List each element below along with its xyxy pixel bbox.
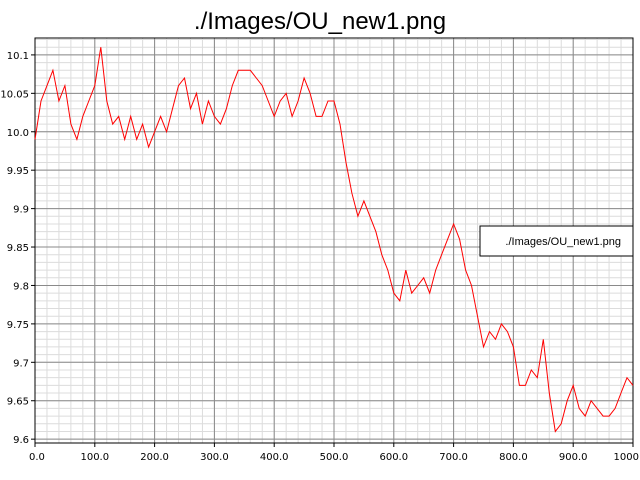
y-tick-label: 10.05 [0, 89, 29, 100]
x-tick-label: 1000 [614, 452, 639, 463]
y-tick-label: 9.75 [7, 320, 29, 331]
y-tick-label: 10.0 [7, 128, 29, 139]
legend-entry-label: ./Images/OU_new1.png [505, 236, 621, 248]
y-tick-label: 9.6 [13, 435, 29, 446]
x-tick-label: 800.0 [499, 452, 528, 463]
series-group [34, 47, 634, 433]
x-tick-label: 300.0 [200, 452, 229, 463]
y-tick-label: 9.65 [7, 397, 29, 408]
x-tick-label: 200.0 [140, 452, 169, 463]
x-tick-label: 600.0 [379, 452, 408, 463]
y-tick-label: 9.8 [13, 281, 29, 292]
y-tick-label: 9.85 [7, 243, 29, 254]
y-tick-label: 9.7 [13, 358, 29, 369]
x-tick-label: 700.0 [439, 452, 468, 463]
x-tick-label: 500.0 [320, 452, 349, 463]
x-tick-label: 400.0 [260, 452, 289, 463]
y-tick-label: 9.95 [7, 166, 29, 177]
x-tick-label: 900.0 [559, 452, 588, 463]
major-grid [34, 38, 634, 443]
chart-title: ./Images/OU_new1.png [193, 8, 447, 35]
axis-ticks [31, 54, 634, 447]
x-tick-label: 100.0 [80, 452, 109, 463]
legend: ./Images/OU_new1.png [479, 225, 634, 257]
x-tick-labels: 0.0 100.0 200.0 300.0 400.0 500.0 600.0 700.0 80… [29, 452, 639, 463]
y-tick-labels: 9.6 9.65 9.7 9.75 9.8 9.85 9.9 9.95 10.0 10.05 10.… [0, 51, 29, 446]
y-tick-label: 10.1 [7, 51, 29, 62]
series-line [34, 47, 634, 433]
x-tick-label: 0.0 [29, 452, 45, 463]
y-tick-label: 9.9 [13, 205, 29, 216]
legend-box [479, 225, 634, 257]
